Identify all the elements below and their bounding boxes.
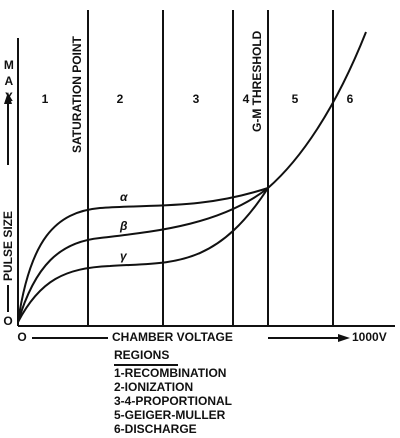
curve-gamma [17, 187, 269, 323]
legend-item: 1-RECOMBINATION [114, 366, 226, 380]
marker-label: SATURATION POINT [70, 35, 84, 153]
region-number: 2 [117, 92, 124, 106]
curve-label: β [119, 219, 128, 233]
marker-label: G-M THRESHOLD [250, 30, 264, 132]
legend-item: 6-DISCHARGE [114, 422, 197, 436]
curve-beta [17, 187, 269, 323]
region-number: 3 [193, 92, 200, 106]
curve-common [267, 31, 367, 189]
x-axis-end: 1000V [352, 330, 387, 344]
legend-title: REGIONS [114, 348, 169, 362]
legend-item: 5-GEIGER-MULLER [114, 408, 226, 422]
y-max-label: MAX [2, 58, 16, 106]
curve-label: γ [120, 249, 128, 263]
legend-item: 2-IONIZATION [114, 380, 193, 394]
region-number: 1 [42, 92, 49, 106]
x-axis-label: CHAMBER VOLTAGE [112, 330, 233, 344]
y-origin: O [3, 314, 12, 328]
region-number: 6 [347, 92, 354, 106]
curve-label: α [120, 190, 128, 204]
curve-alpha [17, 187, 269, 323]
x-arrow-head [338, 334, 350, 342]
legend-item: 3-4-PROPORTIONAL [114, 394, 232, 408]
region-number: 5 [292, 92, 299, 106]
y-arrow-head [4, 92, 12, 104]
region-number: 4 [243, 92, 250, 106]
x-origin: O [17, 330, 26, 344]
y-axis-label: PULSE SIZE [1, 211, 15, 281]
